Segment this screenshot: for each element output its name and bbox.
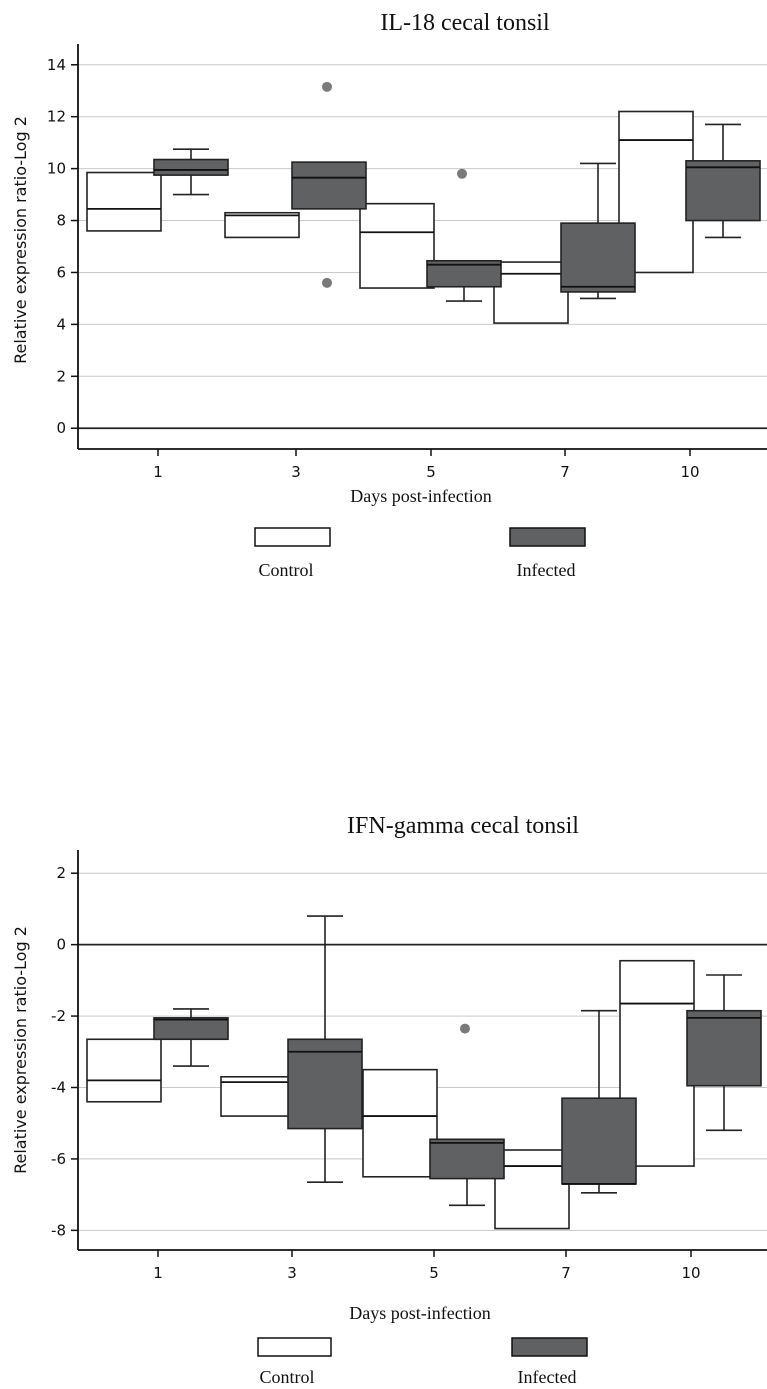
- chart-title: IL-18 cecal tonsil: [380, 10, 550, 36]
- box: [560, 222, 636, 293]
- control-box-day-3: [220, 1075, 296, 1117]
- x-ticks: 1 3 5 7 10: [153, 1250, 701, 1282]
- control-box-day-3: [224, 211, 300, 239]
- box: [291, 161, 367, 210]
- x-ticks: 1 3 5 7 10: [153, 449, 700, 481]
- x-tick-label: 7: [561, 1264, 571, 1282]
- infected-box-day-10: [685, 123, 761, 239]
- legend-swatch-infected: [511, 1337, 588, 1357]
- x-tick-label: 5: [426, 463, 436, 481]
- x-tick-label: 5: [429, 1264, 439, 1282]
- y-tick-label: -6: [51, 1150, 66, 1168]
- box: [494, 1149, 570, 1230]
- infected-box-day-7: [561, 1009, 637, 1194]
- chart-title: IFN-gamma cecal tonsil: [347, 813, 579, 839]
- y-tick-label: 6: [56, 263, 66, 281]
- box: [493, 261, 569, 324]
- y-ticks: 0 2 4 6 8 10 12 14: [47, 56, 78, 437]
- x-tick-label: 1: [153, 463, 163, 481]
- legend-label-control: Control: [259, 1367, 314, 1387]
- y-tick-label: 12: [47, 108, 66, 126]
- y-tick-label: 10: [47, 160, 66, 178]
- box: [287, 1038, 363, 1130]
- y-tick-label: 4: [56, 315, 66, 333]
- y-tick-label: 0: [56, 936, 66, 954]
- x-tick-label: 10: [681, 1264, 700, 1282]
- control-box-day-7: [493, 261, 569, 324]
- control-box-day-1: [86, 1038, 162, 1103]
- infected-box-day-3: [291, 81, 367, 288]
- legend: Control Infected: [257, 1337, 588, 1387]
- box: [224, 211, 300, 239]
- control-box-day-5: [362, 1068, 438, 1178]
- outlier-point: [457, 168, 467, 179]
- box: [153, 158, 229, 176]
- legend: Control Infected: [254, 527, 586, 580]
- x-tick-label: 1: [153, 1264, 163, 1282]
- axes: [77, 44, 767, 450]
- x-tick-label: 10: [680, 463, 699, 481]
- ifn-gamma-chart: IFN-gamma cecal tonsil -8 -6 -4 -2 0 2 1 3 5 7 10…: [11, 813, 767, 1387]
- control-box-day-5: [359, 202, 435, 289]
- y-tick-label: -8: [51, 1221, 66, 1239]
- legend-swatch-infected: [509, 527, 586, 547]
- box: [86, 1038, 162, 1103]
- box: [359, 202, 435, 289]
- infected-box-day-5: [429, 1023, 505, 1207]
- x-tick-label: 3: [291, 463, 301, 481]
- y-tick-label: 14: [47, 56, 66, 74]
- legend-label-infected: Infected: [517, 560, 576, 580]
- x-tick-label: 3: [287, 1264, 297, 1282]
- y-axis-label: Relative expression ratio-Log 2: [11, 926, 30, 1174]
- infected-box-day-3: [287, 915, 363, 1183]
- axes: [77, 850, 767, 1251]
- box: [685, 160, 761, 222]
- y-tick-label: 0: [56, 419, 66, 437]
- y-tick-label: 2: [56, 367, 66, 385]
- y-tick-label: 2: [56, 864, 66, 882]
- box: [362, 1068, 438, 1178]
- y-axis-label: Relative expression ratio-Log 2: [11, 116, 30, 364]
- box: [686, 1009, 762, 1087]
- control-box-day-1: [86, 171, 162, 232]
- x-tick-label: 7: [560, 463, 570, 481]
- legend-swatch-control: [254, 527, 331, 547]
- box: [561, 1097, 637, 1185]
- y-ticks: -8 -6 -4 -2 0 2: [51, 864, 78, 1239]
- infected-box-day-5: [426, 168, 502, 302]
- boxes: [86, 81, 761, 324]
- infected-box-day-1: [153, 148, 229, 196]
- outlier-point: [460, 1023, 470, 1034]
- infected-box-day-10: [686, 974, 762, 1132]
- legend-label-infected: Infected: [518, 1367, 577, 1387]
- outlier-point: [322, 81, 332, 92]
- x-axis-label: Days post-infection: [350, 486, 491, 506]
- legend-swatch-control: [257, 1337, 332, 1357]
- x-axis-label: Days post-infection: [349, 1303, 490, 1323]
- y-tick-label: -2: [51, 1007, 66, 1025]
- infected-box-day-1: [153, 1008, 229, 1067]
- boxes: [86, 915, 762, 1230]
- box: [86, 171, 162, 232]
- control-box-day-7: [494, 1149, 570, 1230]
- box: [153, 1017, 229, 1041]
- legend-label-control: Control: [258, 560, 313, 580]
- outlier-point: [322, 277, 332, 288]
- infected-box-day-7: [560, 162, 636, 300]
- box: [429, 1138, 505, 1180]
- box: [220, 1075, 296, 1117]
- y-tick-label: -4: [51, 1079, 66, 1097]
- il18-chart: IL-18 cecal tonsil 0 2 4 6 8 10 12 14 1 3 5 7 10 Re…: [11, 10, 767, 580]
- y-tick-label: 8: [56, 212, 66, 230]
